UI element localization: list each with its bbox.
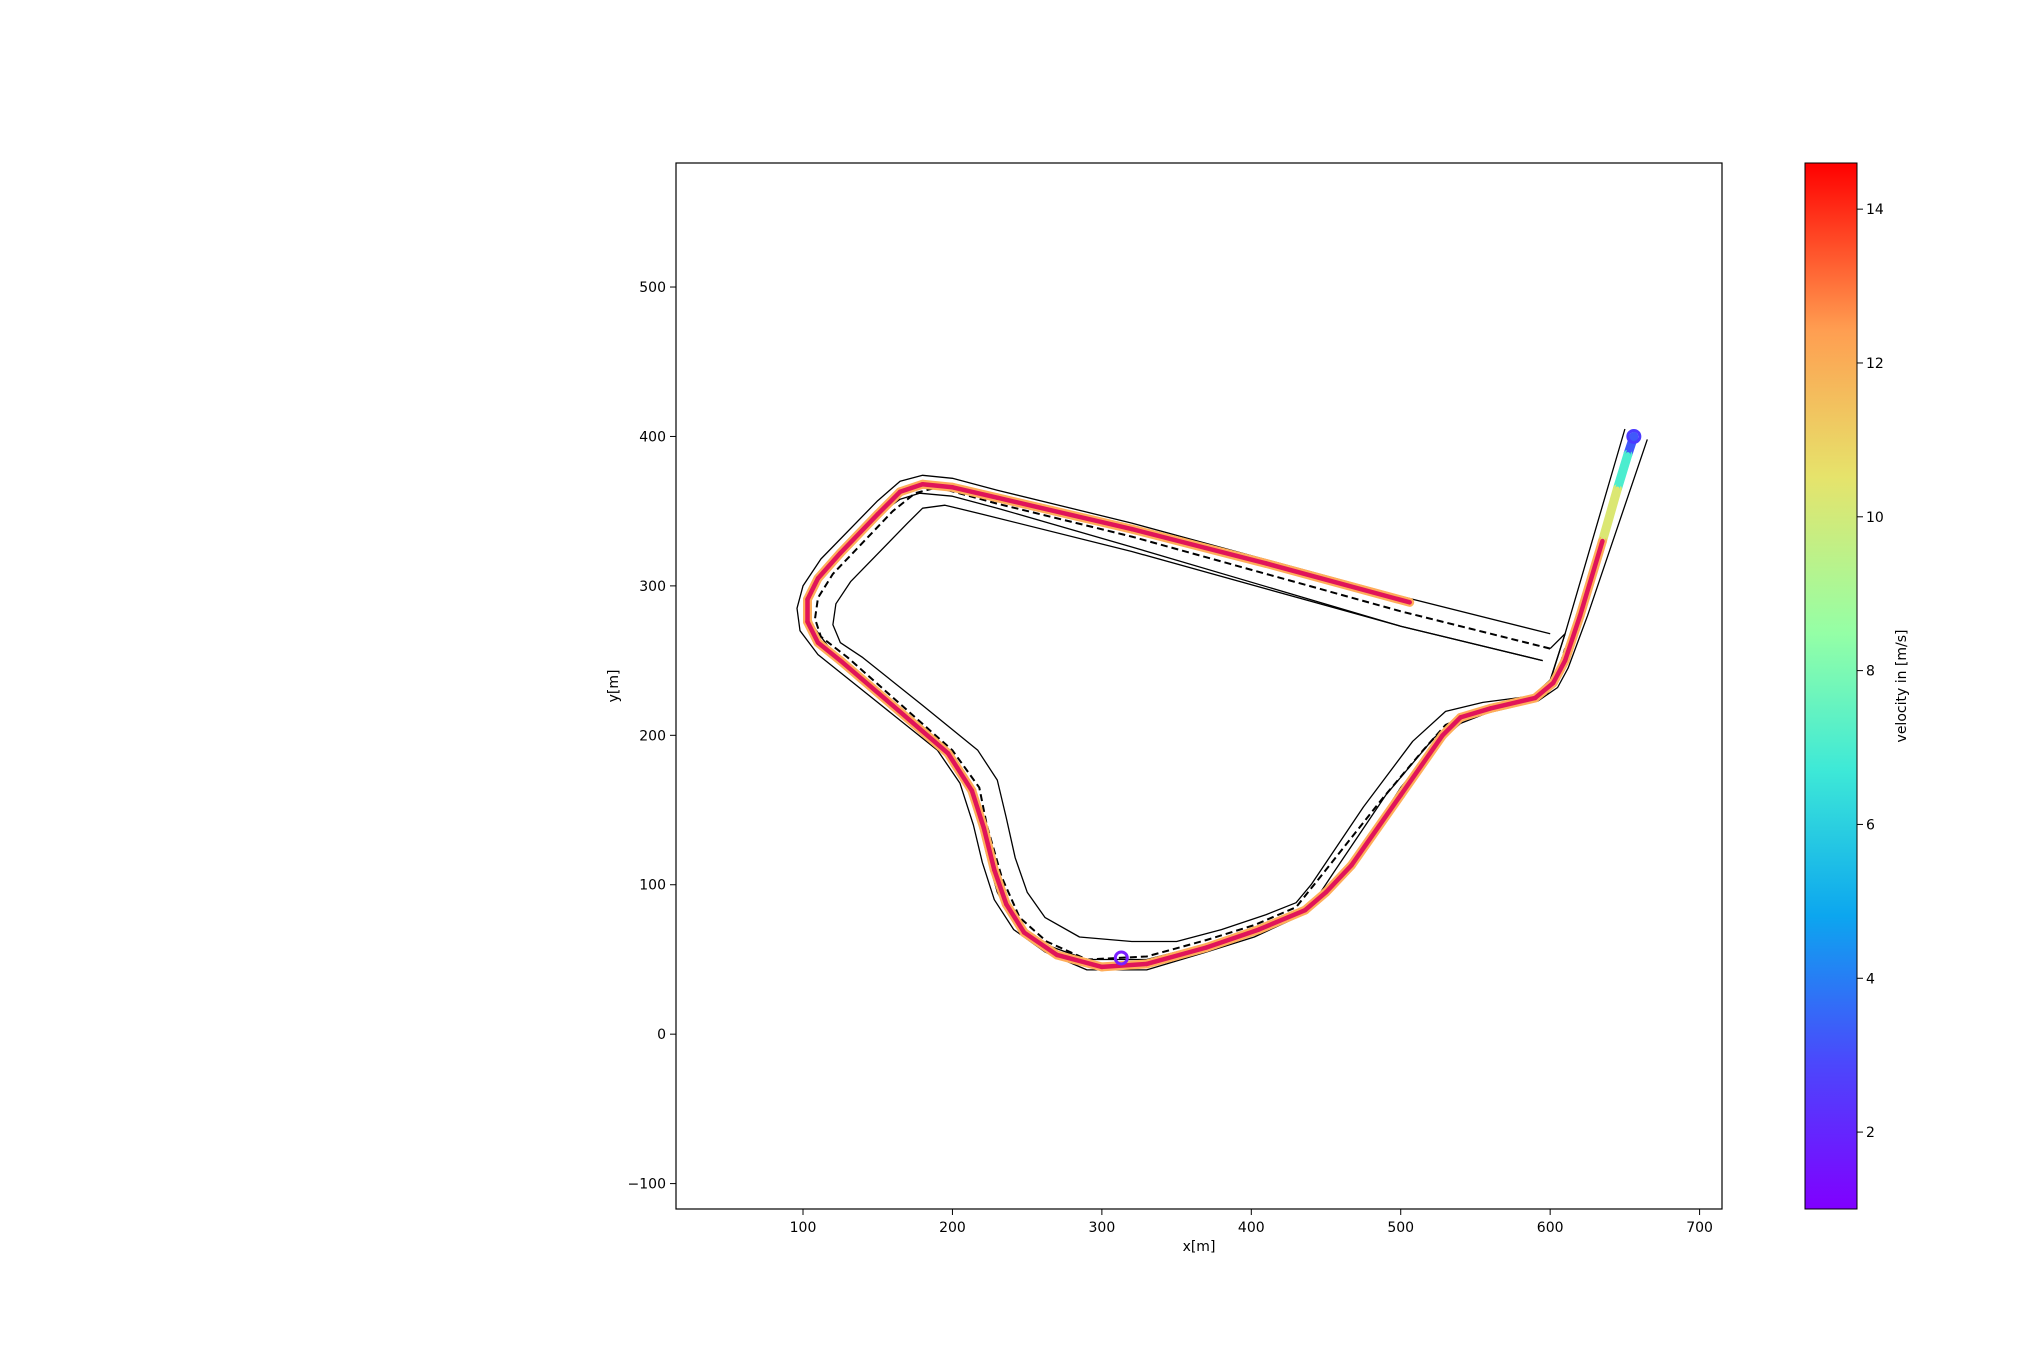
colorbar-tick-label: 4 [1866, 971, 1875, 987]
trajectory-segment [950, 485, 1000, 500]
x-axis-label: x[m] [1183, 1239, 1216, 1255]
trajectory-segment [1099, 961, 1149, 970]
trajectory-segment [1144, 945, 1209, 967]
trajectory-segment [1204, 927, 1262, 950]
trajectory-segment [981, 825, 997, 873]
marker-end-cluster [1113, 950, 1129, 966]
trajectory-segment [1625, 434, 1637, 457]
x-axis-ticks: 100 200 300 400 500 600 700 [790, 1209, 1713, 1236]
x-tick-label: 500 [1387, 1220, 1414, 1236]
trajectory-segment [1021, 930, 1060, 958]
trajectory-segment [1054, 952, 1105, 970]
colorbar-tick-label: 14 [1866, 202, 1884, 218]
trajectory-segment [805, 619, 821, 645]
trajectory-segment [1577, 538, 1605, 619]
trajectory-segment [838, 658, 895, 708]
trajectory-segment [1488, 695, 1538, 711]
x-tick-label: 700 [1686, 1220, 1713, 1236]
trajectory-segment [1458, 706, 1493, 720]
y-tick-label: 100 [639, 878, 666, 894]
trajectory-segment [890, 703, 951, 756]
x-tick-label: 100 [790, 1220, 817, 1236]
plot-area [675, 162, 1723, 1210]
trajectory-segment [815, 640, 843, 663]
trajectory-segment [1600, 486, 1620, 544]
x-tick-label: 200 [939, 1220, 966, 1236]
y-axis-ticks: −100 0 100 200 300 400 500 [628, 280, 676, 1193]
trajectory-segment [897, 482, 925, 494]
colorbar [1804, 162, 1858, 1210]
y-tick-label: 400 [639, 429, 666, 445]
marker-layer [1113, 428, 1642, 966]
trajectory-segment [1550, 658, 1568, 686]
colorbar-ticks: 2 4 6 8 10 12 14 [1857, 202, 1884, 1141]
trajectory-segment [1302, 889, 1329, 913]
trajectory-segment [1440, 715, 1463, 738]
colorbar-tick-label: 10 [1866, 510, 1884, 526]
trajectory-layer [802, 431, 1639, 972]
trajectory-segment [1532, 680, 1556, 701]
y-tick-label: 300 [639, 579, 666, 595]
trajectory-segment [920, 482, 955, 490]
trajectory-segment [805, 576, 821, 602]
trajectory-segment [1003, 901, 1027, 935]
trajectory-segment [1263, 561, 1412, 605]
trajectory-segment [1129, 526, 1269, 566]
trajectory-segment [1323, 863, 1354, 895]
trajectory-segment [838, 511, 880, 556]
trajectory-segment [995, 495, 1135, 532]
trajectory-segment [945, 750, 975, 793]
trajectory-segment [1349, 792, 1403, 868]
x-tick-label: 600 [1537, 1220, 1564, 1236]
y-tick-label: 0 [657, 1027, 666, 1043]
trajectory-segment [1615, 452, 1631, 492]
y-axis-label: y[m] [606, 670, 622, 703]
marker-start [1626, 428, 1642, 444]
track-boundary-inner-loop [832, 504, 1566, 943]
trajectory-segment [992, 867, 1009, 907]
trajectory-segment [1256, 907, 1308, 932]
trajectory-segment [1562, 613, 1583, 663]
colorbar-label: velocity in [m/s] [1894, 630, 1910, 743]
x-tick-label: 300 [1089, 1220, 1116, 1236]
x-tick-label: 400 [1238, 1220, 1265, 1236]
colorbar-tick-label: 12 [1866, 356, 1884, 372]
trajectory-segment [969, 788, 987, 831]
colorbar-tick-label: 2 [1866, 1125, 1875, 1141]
y-tick-label: 500 [639, 280, 666, 296]
trajectory-segment [1398, 733, 1445, 798]
trajectory-segment [875, 489, 903, 517]
colorbar-tick-label: 6 [1866, 817, 1875, 833]
colorbar-tick-label: 8 [1866, 664, 1875, 680]
trajectory-segment [815, 550, 843, 581]
centerline [814, 486, 1567, 961]
y-tick-label: −100 [628, 1177, 666, 1193]
y-tick-label: 200 [639, 728, 666, 744]
